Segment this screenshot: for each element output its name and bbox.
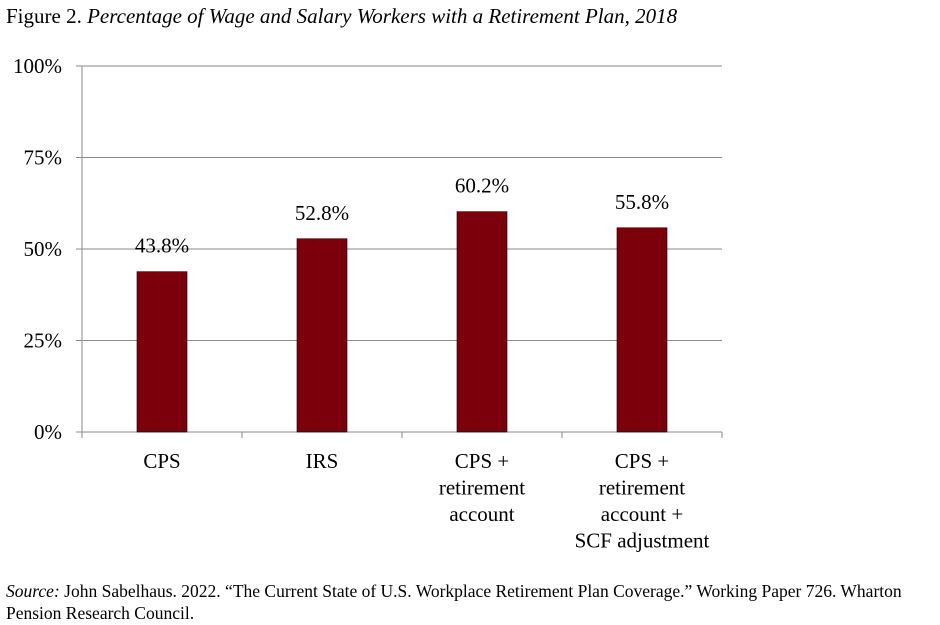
y-tick-label: 0% — [34, 420, 62, 444]
x-tick-label: CPS + — [615, 449, 669, 473]
x-tick-label: SCF adjustment — [575, 529, 710, 553]
bar — [616, 227, 668, 433]
figure-title: Figure 2. Percentage of Wage and Salary … — [6, 4, 677, 29]
x-tick-label: CPS + — [455, 449, 509, 473]
figure-label: Figure 2. — [6, 4, 82, 28]
source-label: Source: — [6, 581, 60, 601]
y-tick-label: 100% — [13, 54, 62, 78]
x-tick-label: account — [449, 502, 514, 526]
y-tick-label: 25% — [24, 329, 63, 353]
data-label: 60.2% — [455, 174, 509, 198]
y-tick-label: 75% — [24, 146, 63, 170]
data-label: 55.8% — [615, 190, 669, 214]
source-note: Source: John Sabelhaus. 2022. “The Curre… — [6, 580, 931, 624]
bar — [136, 271, 188, 433]
bar — [456, 211, 508, 433]
bar — [296, 238, 348, 433]
x-tick-label: retirement — [439, 476, 525, 500]
x-tick-label: CPS — [143, 449, 180, 473]
x-tick-label: IRS — [306, 449, 339, 473]
x-tick-label: retirement — [599, 476, 685, 500]
data-label: 52.8% — [295, 201, 349, 225]
x-tick-label: account + — [601, 502, 683, 526]
figure-title-text: Percentage of Wage and Salary Workers wi… — [87, 4, 678, 28]
source-text: John Sabelhaus. 2022. “The Current State… — [6, 581, 902, 623]
y-tick-label: 50% — [24, 237, 63, 261]
bar-chart: 0% 25% 50% 75% 100% 43.8% CPS 52.8% IRS 60.2% CPS … — [13, 54, 723, 553]
data-label: 43.8% — [135, 234, 189, 258]
